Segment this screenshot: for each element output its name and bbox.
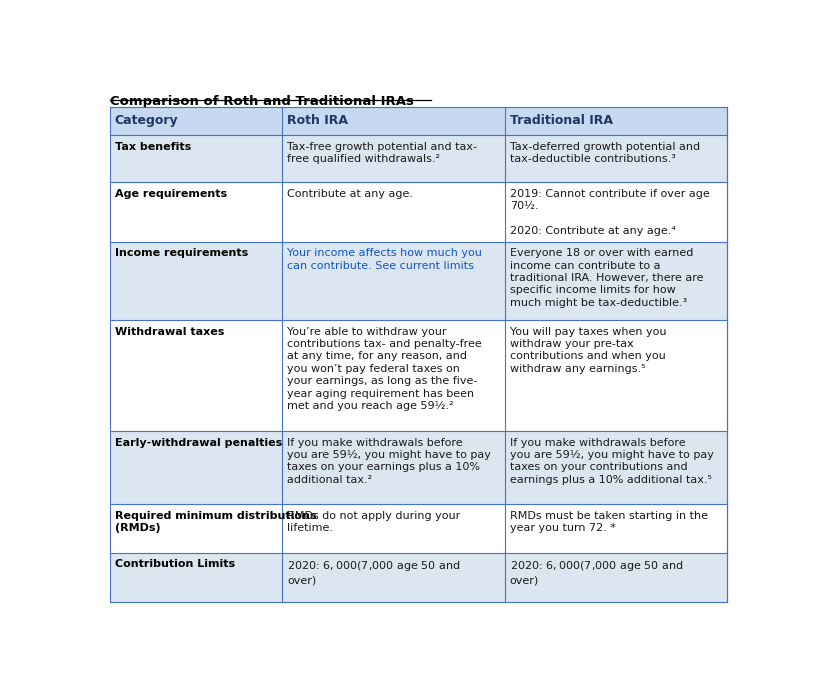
Text: Withdrawal taxes: Withdrawal taxes xyxy=(114,327,224,337)
Text: Contribute at any age.: Contribute at any age. xyxy=(287,189,414,199)
Text: Income requirements: Income requirements xyxy=(114,249,248,258)
Text: You’re able to withdraw your
contributions tax- and penalty-free
at any time, fo: You’re able to withdraw your contributio… xyxy=(287,327,482,411)
Bar xyxy=(109,135,727,183)
Text: Category: Category xyxy=(114,115,178,128)
Text: RMDs must be taken starting in the
year you turn 72. *: RMDs must be taken starting in the year … xyxy=(510,511,707,533)
Text: RMDs do not apply during your
lifetime.: RMDs do not apply during your lifetime. xyxy=(287,511,461,533)
Text: 2019: Cannot contribute if over age
70½.

2020: Contribute at any age.⁴: 2019: Cannot contribute if over age 70½.… xyxy=(510,189,709,236)
Text: Early-withdrawal penalties: Early-withdrawal penalties xyxy=(114,437,282,447)
Text: Required minimum distributions
(RMDs): Required minimum distributions (RMDs) xyxy=(114,511,316,533)
Text: Roth IRA: Roth IRA xyxy=(287,115,348,128)
Text: 2020: $6,000 ($7,000 age 50 and
over): 2020: $6,000 ($7,000 age 50 and over) xyxy=(287,559,461,586)
Text: Tax benefits: Tax benefits xyxy=(114,142,191,151)
Text: If you make withdrawals before
you are 59½, you might have to pay
taxes on your : If you make withdrawals before you are 5… xyxy=(287,437,491,485)
Text: Everyone 18 or over with earned
income can contribute to a
traditional IRA. Howe: Everyone 18 or over with earned income c… xyxy=(510,249,703,308)
Text: If you make withdrawals before
you are 59½, you might have to pay
taxes on your : If you make withdrawals before you are 5… xyxy=(510,437,713,485)
Text: Tax-free growth potential and tax-
free qualified withdrawals.²: Tax-free growth potential and tax- free … xyxy=(287,142,477,164)
Bar xyxy=(109,242,727,320)
Text: Age requirements: Age requirements xyxy=(114,189,227,199)
Text: 2020: $6,000 ($7,000 age 50 and
over): 2020: $6,000 ($7,000 age 50 and over) xyxy=(510,559,683,586)
Bar xyxy=(109,431,727,504)
Text: Your income affects how much you
can contribute. See current limits: Your income affects how much you can con… xyxy=(287,249,482,271)
Bar xyxy=(109,320,727,431)
Text: Tax-deferred growth potential and
tax-deductible contributions.³: Tax-deferred growth potential and tax-de… xyxy=(510,142,700,164)
Text: Traditional IRA: Traditional IRA xyxy=(510,115,613,128)
Text: You will pay taxes when you
withdraw your pre-tax
contributions and when you
wit: You will pay taxes when you withdraw you… xyxy=(510,327,666,374)
Bar xyxy=(109,183,727,242)
Text: Contribution Limits: Contribution Limits xyxy=(114,559,235,569)
Bar xyxy=(109,553,727,602)
Text: Comparison of Roth and Traditional IRAs: Comparison of Roth and Traditional IRAs xyxy=(109,94,414,107)
Bar xyxy=(109,504,727,553)
Bar xyxy=(109,107,727,135)
